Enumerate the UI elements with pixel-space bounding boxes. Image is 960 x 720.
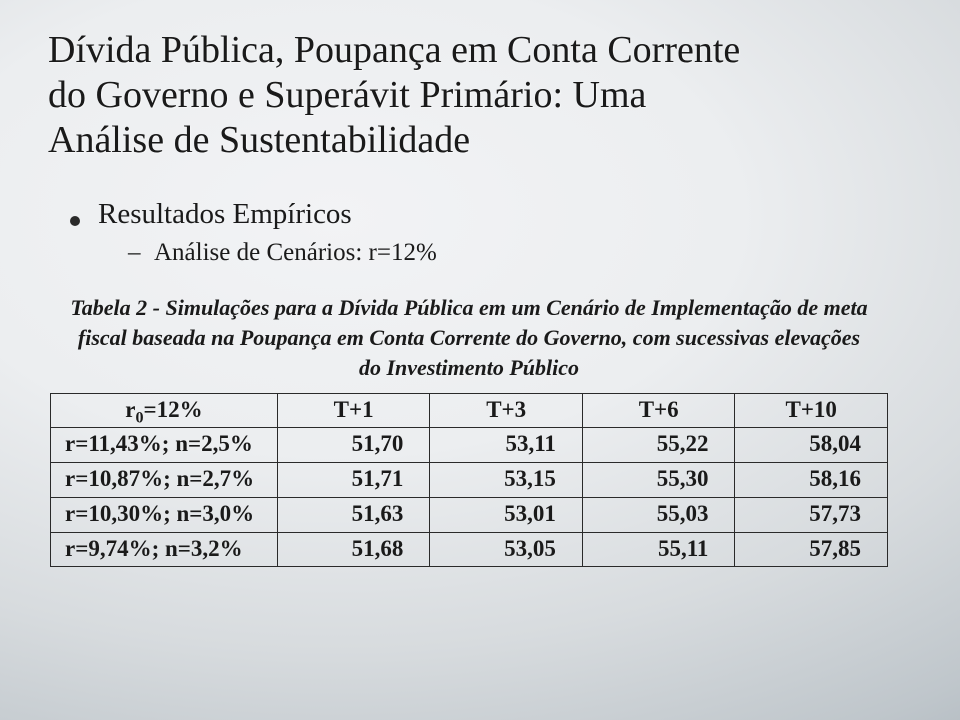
row-label: r=9,74%; n=3,2% — [51, 532, 278, 567]
bullet-level-1: Resultados Empíricos — [70, 198, 890, 231]
row-label: r=11,43%; n=2,5% — [51, 428, 278, 463]
header-col-4: T+10 — [735, 393, 888, 428]
header-col-1: T+1 — [277, 393, 430, 428]
cell: 57,85 — [735, 532, 888, 567]
caption-line-2: fiscal baseada na Poupança em Conta Corr… — [78, 325, 860, 350]
cell: 58,16 — [735, 463, 888, 498]
caption-line-1: Tabela 2 - Simulações para a Dívida Públ… — [70, 295, 867, 320]
table-row: r=10,30%; n=3,0% 51,63 53,01 55,03 57,73 — [51, 497, 888, 532]
cell: 53,01 — [430, 497, 583, 532]
cell: 58,04 — [735, 428, 888, 463]
slide: Dívida Pública, Poupança em Conta Corren… — [0, 0, 960, 567]
header-col-3: T+6 — [582, 393, 735, 428]
cell: 55,03 — [582, 497, 735, 532]
table-caption: Tabela 2 - Simulações para a Dívida Públ… — [59, 293, 879, 382]
cell: 55,22 — [582, 428, 735, 463]
disc-icon — [70, 216, 80, 226]
cell: 55,30 — [582, 463, 735, 498]
bullet1-text: Resultados Empíricos — [98, 198, 352, 231]
table-row: r=10,87%; n=2,7% 51,71 53,15 55,30 58,16 — [51, 463, 888, 498]
table-wrap: r0=12% T+1 T+3 T+6 T+10 r=11,43%; n=2,5%… — [50, 393, 888, 568]
bullet-list: Resultados Empíricos – Análise de Cenári… — [70, 198, 890, 267]
header-r0-sub: 0 — [135, 409, 143, 426]
table-header-row: r0=12% T+1 T+3 T+6 T+10 — [51, 393, 888, 428]
row-label: r=10,30%; n=3,0% — [51, 497, 278, 532]
table-body: r=11,43%; n=2,5% 51,70 53,11 55,22 58,04… — [51, 428, 888, 567]
title-line-1: Dívida Pública, Poupança em Conta Corren… — [48, 29, 740, 71]
table-row: r=9,74%; n=3,2% 51,68 53,05 55,11 57,85 — [51, 532, 888, 567]
cell: 51,63 — [277, 497, 430, 532]
cell: 53,11 — [430, 428, 583, 463]
cell: 57,73 — [735, 497, 888, 532]
bullet2-text: Análise de Cenários: r=12% — [154, 239, 437, 267]
title-line-3: Análise de Sustentabilidade — [48, 119, 470, 161]
cell: 55,11 — [582, 532, 735, 567]
caption-line-3: do Investimento Público — [359, 355, 579, 380]
cell: 53,05 — [430, 532, 583, 567]
header-r0-post: =12% — [144, 397, 203, 422]
page-title: Dívida Pública, Poupança em Conta Corren… — [48, 28, 890, 162]
row-label: r=10,87%; n=2,7% — [51, 463, 278, 498]
scenario-table: r0=12% T+1 T+3 T+6 T+10 r=11,43%; n=2,5%… — [50, 393, 888, 568]
title-line-2: do Governo e Superávit Primário: Uma — [48, 74, 646, 116]
bullet-level-2: – Análise de Cenários: r=12% — [128, 239, 890, 267]
header-r0: r0=12% — [51, 393, 278, 428]
cell: 51,68 — [277, 532, 430, 567]
header-col-2: T+3 — [430, 393, 583, 428]
header-r0-pre: r — [125, 397, 135, 422]
table-row: r=11,43%; n=2,5% 51,70 53,11 55,22 58,04 — [51, 428, 888, 463]
cell: 53,15 — [430, 463, 583, 498]
cell: 51,70 — [277, 428, 430, 463]
cell: 51,71 — [277, 463, 430, 498]
dash-icon: – — [128, 239, 146, 267]
